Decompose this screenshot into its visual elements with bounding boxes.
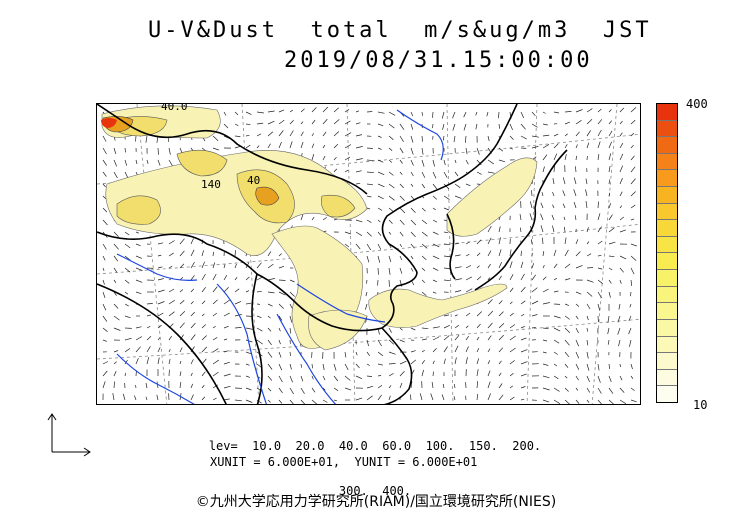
rivers: [116, 109, 444, 404]
colorbar-segment: [657, 286, 677, 304]
map-title: U-V&Dust total m/s&ug/m3 JST: [148, 18, 652, 43]
colorbar-segment: [657, 120, 677, 138]
colorbar-segment: [657, 369, 677, 387]
graticule: [97, 104, 640, 404]
dust-peak-layer: [101, 118, 117, 128]
colorbar-max-label: 400: [686, 97, 708, 111]
colorbar-segment: [657, 187, 677, 204]
dust-light-layer: [101, 105, 538, 351]
levels-line-1: lev= 10.0 20.0 40.0 60.0 100. 150. 200.: [208, 439, 542, 453]
copyright-credit: ©九州大学応用力学研究所(RIAM)/国立環境研究所(NIES): [195, 494, 557, 510]
colorbar-segment: [657, 170, 677, 188]
contour-label-east: 40: [247, 174, 260, 187]
colorbar-segment: [657, 104, 677, 121]
contour-label-mid: 140: [201, 178, 221, 191]
colorbar-segment: [657, 236, 677, 254]
colorbar-min-label: 10: [693, 398, 708, 412]
colorbar-segment: [657, 253, 677, 271]
colorbar-segment: [657, 319, 677, 337]
contour-levels-legend: lev= 10.0 20.0 40.0 60.0 100. 150. 200. …: [180, 409, 570, 529]
colorbar-segment: [657, 220, 677, 237]
colorbar-segment: [657, 203, 677, 221]
dust-map: 40.0 140 40: [97, 104, 640, 404]
colorbar-segment: [657, 303, 677, 320]
contour-label-top: 40.0: [161, 104, 188, 113]
colorbar-segment: [657, 270, 677, 287]
colorbar-segment: [657, 353, 677, 370]
colorbar-segment: [657, 336, 677, 354]
dust-colorbar: [656, 103, 678, 403]
coastlines: [97, 104, 568, 404]
reference-vector-icon: [47, 413, 91, 457]
colorbar-segment: [657, 153, 677, 171]
colorbar-segment: [657, 386, 677, 402]
vector-units: XUNIT = 6.000E+01, YUNIT = 6.000E+01: [210, 455, 478, 469]
dust-map-panel: 40.0 140 40: [96, 103, 641, 405]
colorbar-segment: [657, 137, 677, 154]
levels-line-2: 300. 400.: [338, 484, 412, 498]
wind-vectors: [102, 106, 637, 404]
forecast-datetime: 2019/08/31.15:00:00: [284, 48, 593, 73]
